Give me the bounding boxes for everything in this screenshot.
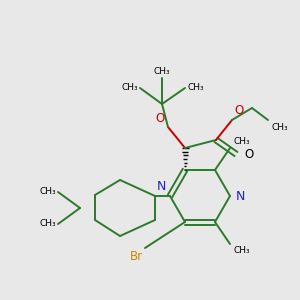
- Text: O: O: [234, 104, 243, 117]
- Text: CH₃: CH₃: [122, 83, 138, 92]
- Text: CH₃: CH₃: [233, 246, 250, 255]
- Text: CH₃: CH₃: [154, 67, 170, 76]
- Text: O: O: [244, 148, 253, 160]
- Text: CH₃: CH₃: [187, 83, 204, 92]
- Text: CH₃: CH₃: [271, 123, 288, 132]
- Text: Br: Br: [130, 250, 143, 263]
- Text: N: N: [235, 190, 245, 202]
- Text: CH₃: CH₃: [39, 220, 56, 229]
- Text: O: O: [156, 112, 165, 125]
- Text: CH₃: CH₃: [233, 137, 250, 146]
- Text: CH₃: CH₃: [39, 188, 56, 196]
- Text: N: N: [157, 179, 166, 193]
